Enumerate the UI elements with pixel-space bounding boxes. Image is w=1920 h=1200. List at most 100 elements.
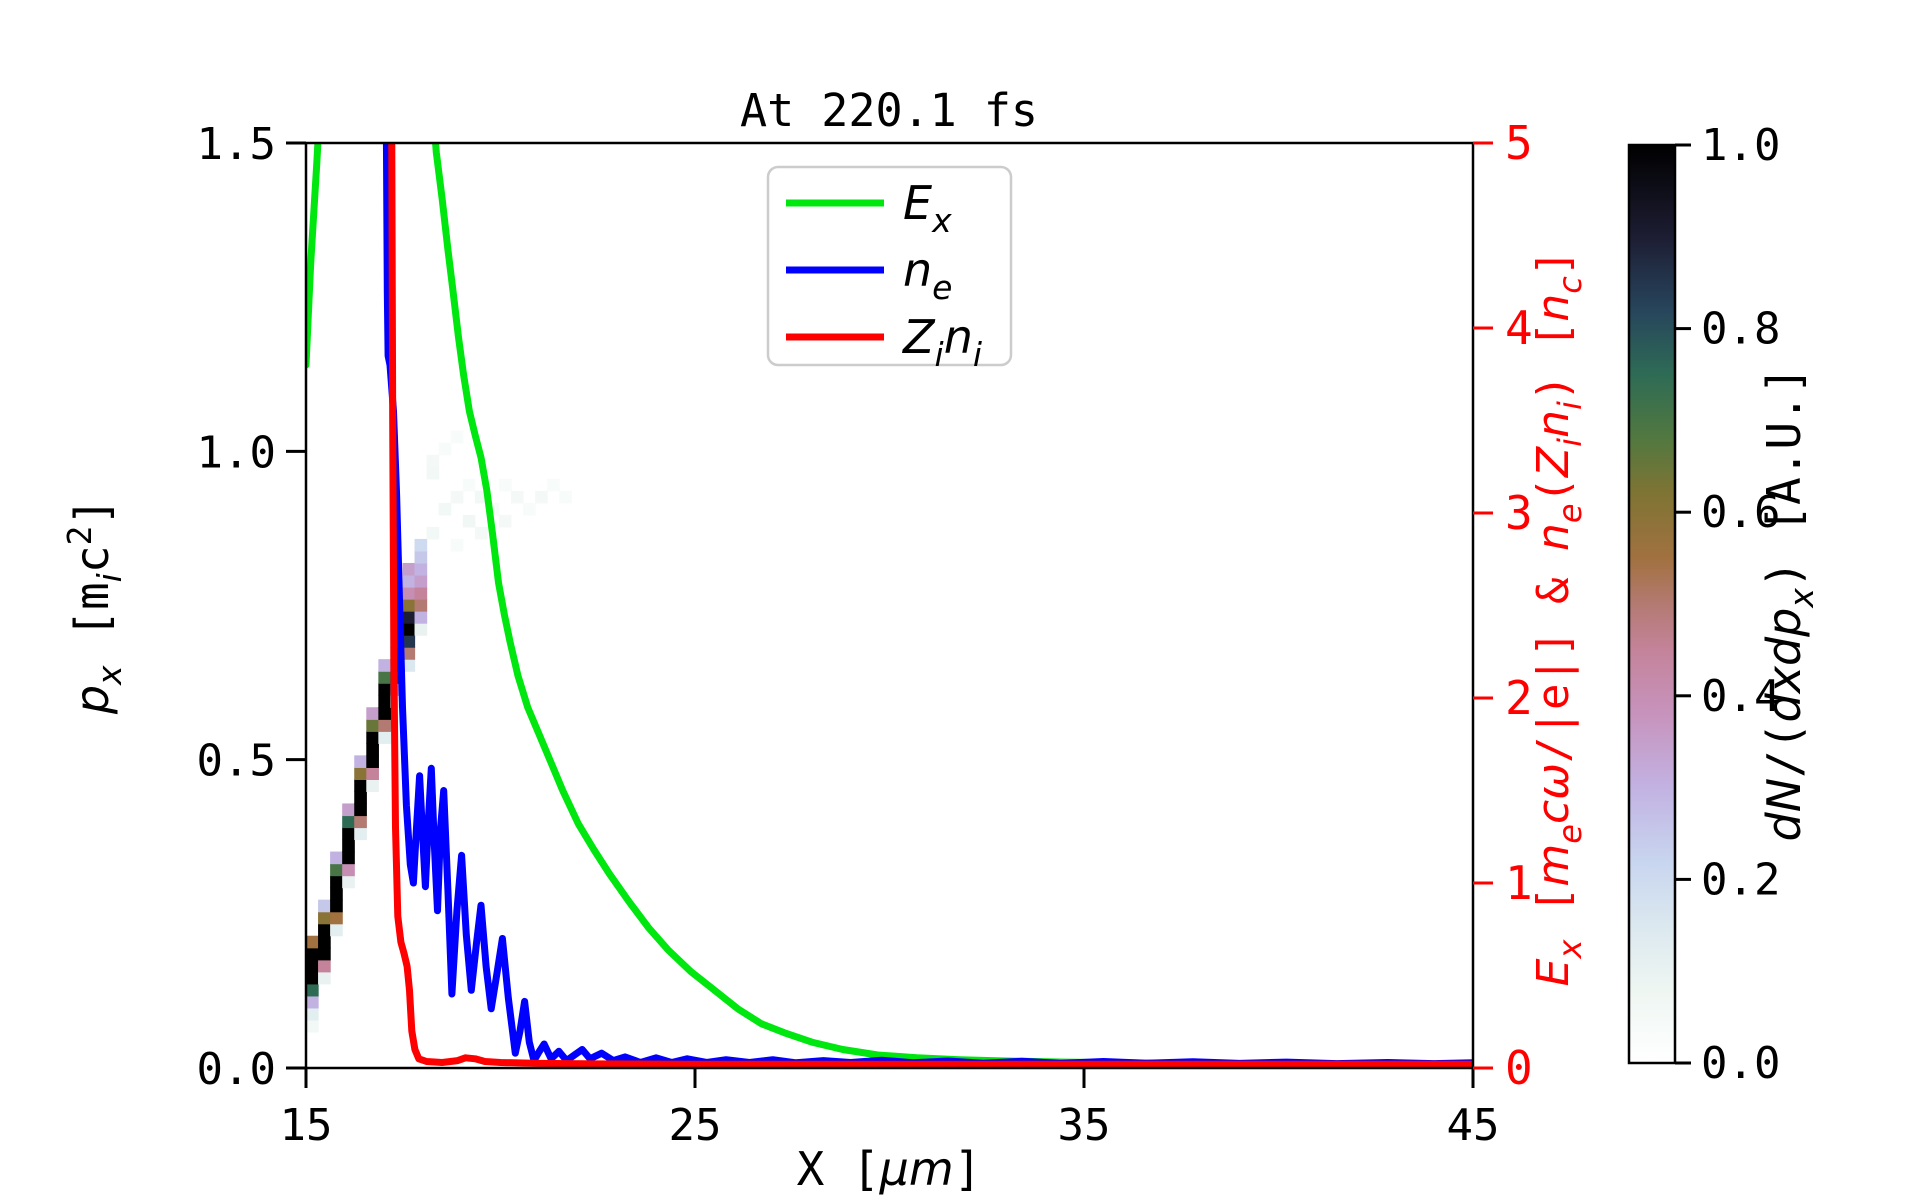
y-left-tick-label: 0.0 (197, 1044, 276, 1095)
x-tick-label: 35 (1058, 1100, 1111, 1151)
heatmap-cell (354, 815, 367, 829)
heatmap-cell (366, 707, 379, 720)
heatmap-cell (306, 1007, 319, 1021)
heatmap-cell (402, 611, 416, 624)
heatmap-cell (414, 574, 428, 588)
heatmap-cell (354, 767, 367, 780)
heatmap-cell (318, 947, 331, 961)
heatmap-cell (414, 562, 428, 576)
legend-label: Zini (901, 310, 982, 374)
heatmap-cell (378, 659, 392, 672)
colorbar-frame (1627, 143, 1677, 1065)
heatmap-cell (474, 526, 488, 540)
heatmap-cell (318, 899, 331, 913)
legend-frame (766, 165, 1013, 367)
heatmap-cell (414, 587, 428, 600)
heatmap-cell (498, 514, 512, 528)
colorbar-tick-label: 1.0 (1701, 120, 1780, 171)
y-left-label-text: px [mic2] (60, 498, 129, 715)
heatmap-cell (366, 779, 379, 793)
heatmap-cell (414, 599, 428, 612)
heatmap-cell (402, 659, 416, 672)
heatmap-cell (498, 478, 512, 492)
heatmap-cell (354, 791, 367, 805)
heatmap-cell (378, 671, 392, 684)
heatmap-cell (450, 490, 464, 504)
heatmap-cell (378, 731, 392, 744)
heatmap-cell (342, 875, 355, 889)
heatmap-cell (366, 767, 379, 780)
heatmap-cell (330, 923, 343, 937)
heatmap-cell (378, 683, 392, 696)
heatmap-cell (330, 851, 343, 865)
heatmap-cell (559, 490, 572, 504)
heatmap-cell (462, 514, 476, 528)
heatmap-cell (402, 647, 416, 660)
heatmap-cell (402, 574, 416, 588)
heatmap-cell (306, 995, 319, 1009)
heatmap-cell (414, 550, 428, 564)
heatmap-cell (366, 719, 379, 732)
heatmap-cell (318, 911, 331, 925)
y-left-tick-label: 1.5 (197, 119, 276, 170)
heatmap-cell (402, 587, 416, 600)
heatmap-cell (378, 695, 392, 708)
y-right-tick-label: 0 (1505, 1041, 1533, 1095)
heatmap-cell (342, 827, 355, 841)
heatmap-cell (330, 863, 343, 877)
heatmap-cell (426, 454, 440, 468)
heatmap-cell (402, 623, 416, 636)
curves (306, 143, 1473, 1068)
heatmap-cell (511, 490, 524, 504)
z-i-n-i-curve (388, 143, 1473, 1068)
heatmap-cell (306, 971, 319, 985)
heatmap-cell (414, 623, 428, 636)
x-axis-label: X [μm] (797, 1142, 982, 1196)
heatmap-cell (330, 911, 343, 925)
heatmap-cell (378, 707, 392, 720)
heatmap-cell (306, 959, 319, 973)
colorbar-tick-label: 0.6 (1701, 487, 1780, 538)
colorbar-label-text: dN/(dxdpx) [A.U.] (1757, 367, 1821, 842)
y-left-tick-label: 1.0 (197, 427, 276, 478)
heatmap-cell (354, 779, 367, 793)
heatmap-cell (378, 719, 392, 732)
y-axis-label-right: Ex [mecω/|e|] & ne(Zini) [nc] (1528, 250, 1589, 987)
heatmap-cell (535, 490, 548, 504)
y-right-tick-label: 3 (1505, 486, 1533, 540)
heatmap-cell (342, 839, 355, 853)
heatmap-cell (402, 635, 416, 648)
heatmap-cell (330, 899, 343, 913)
heatmap-cell (414, 538, 428, 552)
heatmap-cell (318, 971, 331, 985)
heatmap-cell (366, 731, 379, 744)
colorbar-tick-label: 0.8 (1701, 304, 1780, 355)
legend-label: ne (903, 243, 952, 307)
heatmap-cell (354, 827, 367, 841)
colorbar-tick-label: 0.2 (1701, 854, 1780, 905)
heatmap-cell (306, 1019, 319, 1033)
colorbar: 0.0 0.2 0.4 0.6 0.8 1.0 dN/(dxdpx) [A.U.] (1627, 120, 1821, 1089)
heatmap-cell (306, 983, 319, 997)
heatmap-cell (342, 863, 355, 877)
x-axis-label-text: X [μm] (797, 1142, 982, 1196)
heatmap-cell (426, 466, 440, 480)
x-tick-label: 15 (280, 1100, 333, 1151)
y-right-tick-label: 2 (1505, 671, 1533, 725)
heatmap-cell (318, 959, 331, 973)
x-tick-label: 45 (1447, 1100, 1500, 1151)
heatmap-cell (342, 815, 355, 829)
heatmap-cell (547, 478, 560, 492)
heatmap-cell (318, 923, 331, 937)
heatmap-cell (462, 478, 476, 492)
heatmap-cell (354, 755, 367, 768)
y-right-label-text: Ex [mecω/|e|] & ne(Zini) [nc] (1528, 250, 1589, 987)
heatmap-cell (306, 947, 319, 961)
heatmap-cell (438, 442, 452, 456)
y-right-tick-label: 4 (1505, 301, 1533, 355)
heatmap-cell (342, 803, 355, 817)
heatmap-cell (366, 755, 379, 768)
